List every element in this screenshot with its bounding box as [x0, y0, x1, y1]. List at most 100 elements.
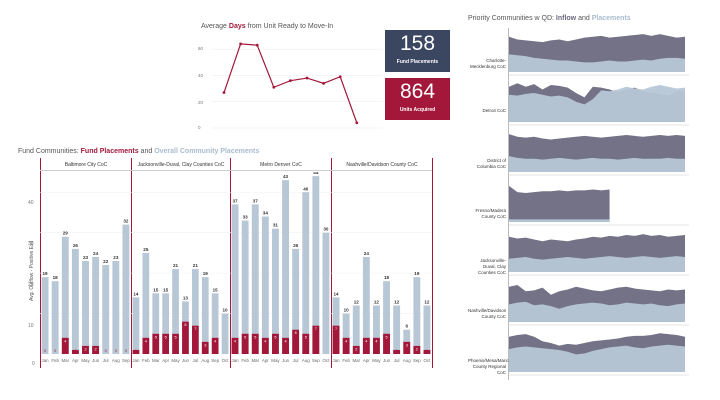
month-tick: Jan — [232, 358, 240, 363]
fund-bar — [71, 349, 79, 354]
overall-bar — [261, 216, 269, 354]
fund-bar — [413, 345, 421, 354]
fund-value-label: 8 — [184, 323, 186, 327]
overall-value-label: 10 — [344, 308, 350, 313]
avg-days-title: Average Days from Unit Ready to Move-In — [201, 23, 333, 30]
overall-value-label: 44 — [313, 172, 319, 175]
fund-bar — [251, 333, 259, 354]
fund-bar — [182, 321, 189, 354]
avg-days-point — [322, 81, 325, 85]
overall-value-label: 10 — [222, 308, 228, 313]
overall-bar — [82, 261, 89, 354]
month-tick: Aug — [201, 358, 209, 363]
fund-value-label: 1 — [396, 349, 398, 353]
fund-value-label: 0 — [44, 349, 46, 353]
avg-days-point — [338, 75, 342, 79]
overall-bar — [152, 293, 160, 354]
fund-bar — [292, 329, 300, 354]
fund-placements-value: 158 — [399, 32, 436, 55]
fund-value-label: 4 — [345, 339, 347, 343]
fund-value-label: 1 — [135, 349, 137, 353]
fund-value-label: 4 — [64, 339, 66, 343]
overall-value-label: 24 — [364, 251, 370, 256]
fund-value-label: 4 — [284, 339, 286, 343]
priority-plot — [509, 34, 689, 376]
placements-area — [509, 301, 685, 322]
avg-days-point — [239, 42, 242, 46]
fund-bar-chart: Avg. Outflow - Positive Exit 40 30 20 10… — [18, 158, 444, 368]
priority-row-label: Phoenix/Mesa/Maricopa County Regional Co… — [468, 358, 517, 375]
fund-value-label: 2 — [84, 347, 86, 351]
fund-value-label: 2 — [95, 347, 97, 351]
panel-title-denver: Metro Denver CoC — [260, 162, 302, 168]
fund-bar — [152, 333, 160, 354]
placements-area — [509, 54, 685, 72]
overall-value-label: 12 — [394, 299, 400, 304]
fund-value-label: 5 — [254, 335, 256, 339]
fund-value-label: 0 — [54, 349, 56, 353]
month-tick: Feb — [241, 358, 249, 363]
fund-value-label: 2 — [416, 347, 418, 351]
overall-bar — [162, 293, 170, 354]
fund-bar — [142, 337, 150, 354]
fund-bar — [92, 345, 100, 354]
fund-value-label: 4 — [264, 339, 266, 343]
month-tick: May — [81, 358, 90, 363]
avg-days-plot — [212, 42, 383, 129]
month-tick: Jul — [193, 358, 199, 363]
fund-bar — [272, 333, 279, 354]
month-tick: May — [271, 358, 280, 363]
priority-row-label: Jacksonville-Duval, Clay Counties CoC — [477, 258, 506, 275]
placements-area — [509, 85, 685, 122]
fund-bar — [231, 337, 239, 354]
panel-title-baltimore: Baltimore City CoC — [64, 162, 108, 168]
overall-bar — [172, 269, 179, 354]
overall-value-label: 26 — [293, 243, 299, 248]
fund-bar — [132, 349, 140, 354]
fund-bar — [342, 337, 350, 354]
month-tick: May — [171, 358, 180, 363]
month-tick: Mar — [352, 358, 360, 363]
overall-bar — [362, 256, 370, 354]
fund-title-fund: Fund Placements — [80, 148, 139, 155]
fund-bar — [261, 337, 269, 354]
fund-value-label: 5 — [165, 335, 167, 339]
month-tick: Jun — [182, 358, 190, 363]
month-tick: Aug — [112, 358, 120, 363]
fund-value-label: 5 — [305, 335, 307, 339]
overall-bar — [201, 277, 209, 354]
fund-bar — [383, 333, 390, 354]
overall-value-label: 15 — [153, 287, 159, 292]
panel-divider-3 — [331, 158, 332, 368]
fund-bar — [393, 349, 401, 354]
fund-bar — [61, 337, 69, 354]
overall-bar — [352, 305, 360, 354]
month-tick: Apr — [262, 358, 269, 363]
fund-title-mid: and — [138, 148, 155, 155]
fund-bar — [172, 333, 179, 354]
overall-value-label: 43 — [283, 174, 289, 179]
fund-value-label: 5 — [155, 335, 157, 339]
fund-placements-card: 158 Fund Placements — [385, 30, 450, 72]
overall-value-label: 26 — [73, 243, 79, 248]
overall-value-label: 13 — [183, 295, 189, 300]
overall-value-label: 18 — [384, 275, 390, 280]
fund-bar — [211, 337, 219, 354]
avg-days-ytick-20: 20 — [198, 100, 204, 105]
overall-bar — [302, 192, 310, 354]
avg-days-ytick-0: 0 — [198, 125, 201, 130]
overall-bar — [112, 261, 120, 354]
month-tick: Apr — [162, 358, 169, 363]
fund-bar — [423, 349, 431, 354]
avg-days-title-em: Days — [228, 23, 246, 30]
fund-value-label: 5 — [274, 335, 276, 339]
overall-value-label: 15 — [163, 287, 169, 292]
fund-value-label: 4 — [145, 339, 147, 343]
priority-title: Priority Communities w QD: Inflow and Pl… — [468, 15, 631, 22]
fund-communities-title: Fund Communities: Fund Placements and Ov… — [18, 148, 259, 155]
placements-area — [509, 344, 685, 372]
overall-value-label: 12 — [354, 299, 360, 304]
overall-bar — [423, 305, 431, 354]
overall-value-label: 18 — [53, 275, 59, 280]
overall-value-label: 31 — [273, 223, 279, 228]
